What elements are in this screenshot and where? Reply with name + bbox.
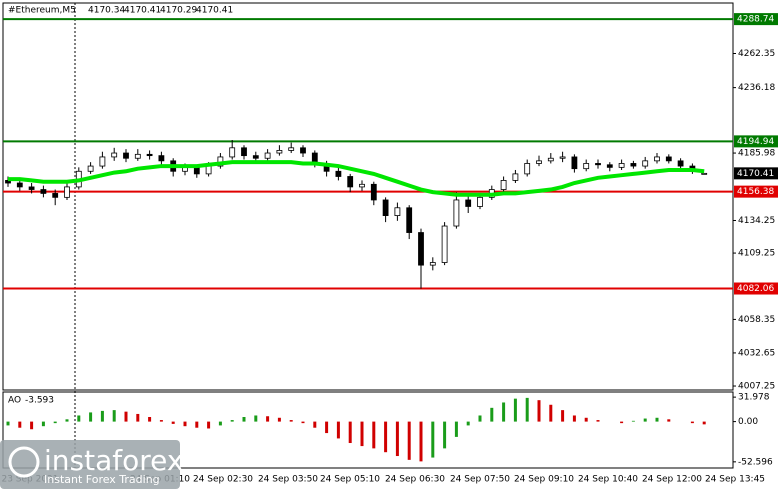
candle-body <box>123 152 129 159</box>
candle-body <box>276 150 283 154</box>
candle-body <box>512 173 519 181</box>
candle-body <box>618 163 625 168</box>
level-label: 4194.94 <box>737 137 774 147</box>
candle-body <box>288 147 295 151</box>
candle-body <box>677 160 684 167</box>
chart-title: #Ethereum,M5 <box>8 6 76 16</box>
level-label-bg <box>734 185 778 198</box>
candle-body <box>606 164 613 168</box>
y-tick-label: 4058.35 <box>738 315 775 325</box>
candle-body <box>335 170 342 177</box>
x-tick-label: 24 Sep 10:40 <box>578 475 638 485</box>
candle-body <box>642 160 649 167</box>
x-tick-label: 24 Sep 02:30 <box>193 475 253 485</box>
candle-body <box>193 166 200 175</box>
candle-body <box>370 183 377 201</box>
level-label-bg <box>734 13 778 26</box>
candle-body <box>571 156 578 170</box>
candle-body <box>665 156 672 162</box>
candle-body <box>630 163 637 167</box>
level-label: 4082.06 <box>737 284 774 294</box>
candle-body <box>16 182 23 188</box>
candle-body <box>406 207 413 233</box>
candle-body <box>465 199 472 207</box>
candle-body <box>429 262 436 266</box>
candle-body <box>701 172 708 175</box>
x-tick-label: 24 Sep 12:00 <box>642 475 702 485</box>
candle-body <box>500 180 507 190</box>
header-close: 4170.41 <box>196 6 233 16</box>
candle-body <box>382 199 389 216</box>
candle-body <box>394 207 401 216</box>
header-high: 4170.41 <box>124 6 161 16</box>
main-panel <box>2 2 734 391</box>
candle-body <box>252 155 259 159</box>
y-tick-label: 4236.18 <box>738 83 775 93</box>
logo-icon <box>8 446 40 478</box>
candle-body <box>205 165 212 175</box>
price-label: 4170.41 <box>737 169 774 179</box>
candle-body <box>146 153 153 157</box>
candle-body <box>300 147 306 154</box>
candle-body <box>418 232 424 266</box>
candle-body <box>241 147 247 157</box>
y-tick-label: 4109.25 <box>738 249 775 259</box>
candle-body <box>264 152 271 159</box>
candle-body <box>99 156 106 167</box>
y-tick-label: 4185.98 <box>738 149 775 159</box>
price-label-bg <box>734 167 778 180</box>
candle-body <box>52 193 59 198</box>
candle-body <box>536 160 542 164</box>
ao-tick-label: 0.00 <box>738 417 758 427</box>
ao-value: -3.593 <box>25 396 54 406</box>
candle-body <box>559 156 566 159</box>
candle-body <box>583 163 590 170</box>
x-tick-label: 24 Sep 13:45 <box>705 475 765 485</box>
logo-tagline: Instant Forex Trading <box>44 473 160 486</box>
ao-tick-label: -52.596 <box>738 457 773 467</box>
y-tick-label: 4134.25 <box>738 216 775 226</box>
candle-body <box>158 155 165 162</box>
candle-body <box>64 186 70 198</box>
level-label-bg <box>734 135 778 148</box>
candle-body <box>359 183 365 188</box>
x-tick-label: 24 Sep 06:30 <box>385 475 445 485</box>
y-tick-label: 4032.65 <box>738 348 775 358</box>
candle-body <box>595 163 601 166</box>
candle-body <box>134 153 141 159</box>
candle-body <box>40 189 47 194</box>
x-tick-label: 24 Sep 03:50 <box>258 475 318 485</box>
candle-body <box>111 152 118 158</box>
x-tick-label: 24 Sep 09:10 <box>514 475 574 485</box>
logo-bg <box>0 440 180 489</box>
candle-body <box>547 157 554 162</box>
moving-average <box>8 160 705 197</box>
y-tick-label: 4007.25 <box>738 382 775 392</box>
logo-brand: instaforex <box>44 444 183 477</box>
candle-body <box>654 156 660 162</box>
ao-tick-label: 31.978 <box>738 393 770 403</box>
candle-body <box>347 176 354 188</box>
ao-title: AO <box>8 396 21 406</box>
level-label: 4288.74 <box>737 15 774 25</box>
header-open: 4170.34 <box>88 6 125 16</box>
candle-body <box>524 163 531 175</box>
y-tick-label: 4262.35 <box>738 49 775 59</box>
header-low: 4170.29 <box>160 6 197 16</box>
candle-body <box>441 225 448 263</box>
logo: instaforex Instant Forex Trading <box>0 440 183 489</box>
candle-body <box>477 196 483 207</box>
level-label: 4156.38 <box>737 187 774 197</box>
candle-body <box>453 199 460 227</box>
level-label-bg <box>734 282 778 295</box>
x-tick-label: 24 Sep 07:50 <box>450 475 510 485</box>
candle-body <box>87 165 94 172</box>
candle-body <box>28 186 35 190</box>
x-tick-label: 24 Sep 05:10 <box>320 475 380 485</box>
candle-body <box>229 147 236 158</box>
